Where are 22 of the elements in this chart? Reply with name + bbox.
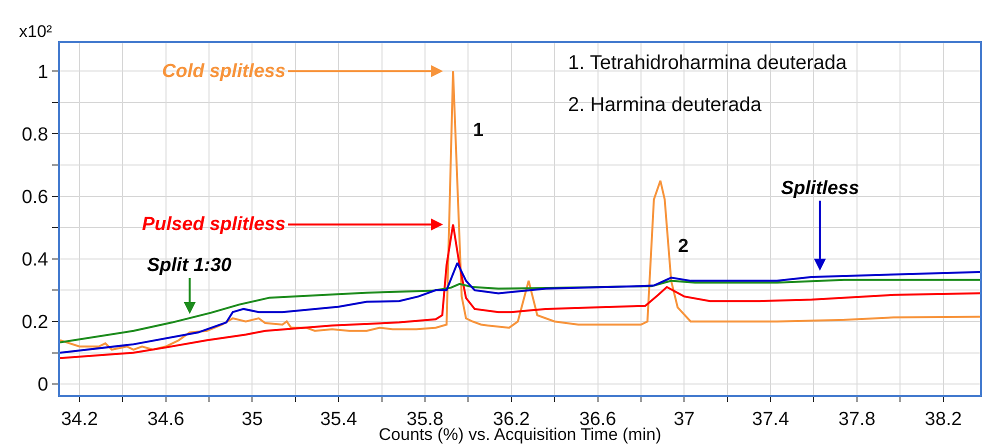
x-tick-label: 34.2: [60, 408, 98, 430]
x-tick-label: 37.4: [752, 408, 790, 430]
y-tick-label: 0.6: [22, 186, 48, 208]
annotation: 1. Tetrahidroharmina deuterada: [568, 52, 848, 74]
x-tick-label: 34.6: [147, 408, 184, 430]
x-tick-label: 37: [674, 408, 695, 430]
annotation: 2. Harmina deuterada: [568, 94, 762, 116]
y-tick-label: 1: [38, 62, 48, 83]
x-tick-label: 38.2: [924, 408, 962, 430]
y-tick-label: 0.8: [22, 124, 48, 146]
y-tick-label: 0.2: [22, 312, 48, 334]
annotation: 1: [473, 120, 484, 141]
x-axis-title: Counts (%) vs. Acquisition Time (min): [378, 425, 662, 444]
y-tick-label: 0: [38, 374, 48, 396]
series-label: Split 1:30: [147, 255, 232, 276]
annotation: 2: [678, 236, 689, 257]
line-series: [60, 278, 980, 344]
y-axis-title: x10²: [19, 22, 52, 41]
y-tick-label: 0.4: [22, 250, 49, 271]
x-tick-label: 35: [242, 408, 263, 430]
x-tick-label: 35.4: [320, 408, 358, 430]
x-tick-label: 37.8: [838, 408, 876, 430]
